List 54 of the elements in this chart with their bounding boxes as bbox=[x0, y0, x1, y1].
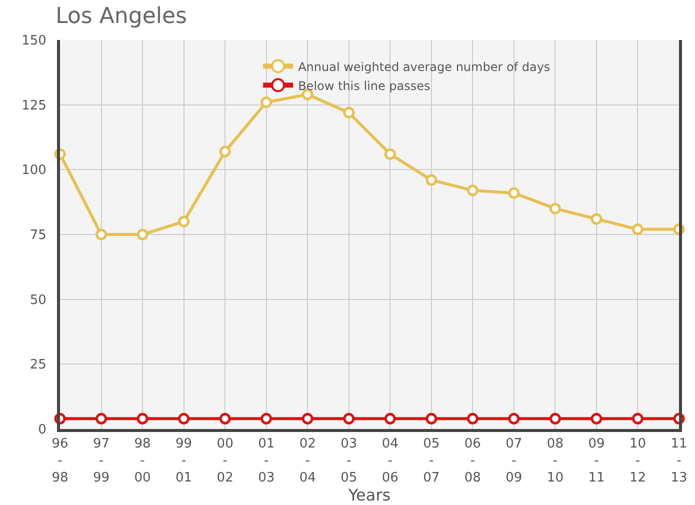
point bbox=[260, 96, 272, 108]
x-tick-label: 02 - 04 bbox=[299, 436, 316, 486]
point bbox=[343, 412, 355, 424]
point bbox=[590, 412, 602, 424]
point bbox=[260, 412, 272, 424]
point bbox=[590, 213, 602, 225]
point bbox=[96, 412, 108, 424]
point bbox=[549, 412, 561, 424]
point bbox=[136, 412, 148, 424]
legend-label: Annual weighted average number of days bbox=[298, 60, 550, 74]
point bbox=[426, 412, 438, 424]
y-tick-label: 50 bbox=[30, 292, 46, 308]
x-tick-label: 08 - 10 bbox=[546, 436, 564, 486]
y-tick-label: 25 bbox=[30, 358, 46, 373]
point bbox=[219, 146, 231, 158]
point bbox=[384, 148, 396, 160]
legend-label: Below this line passes bbox=[298, 78, 430, 93]
x-tick-label: 07 - 09 bbox=[506, 436, 522, 486]
y-tick-label: 100 bbox=[22, 163, 46, 178]
x-tick-label: 04 - 06 bbox=[382, 436, 398, 486]
point bbox=[508, 187, 520, 199]
x-tick-label: 05 - 07 bbox=[423, 436, 440, 486]
point bbox=[508, 412, 520, 424]
x-tick-label: 03 - 05 bbox=[340, 436, 358, 486]
point bbox=[136, 228, 148, 240]
x-tick-label: 01 - 03 bbox=[258, 436, 275, 486]
point bbox=[384, 412, 396, 424]
x-tick-label: 99 - 01 bbox=[176, 436, 192, 486]
x-tick-label: 10 - 12 bbox=[629, 436, 646, 486]
point bbox=[632, 224, 644, 236]
y-tick-label: 150 bbox=[22, 34, 46, 49]
x-tick-label: 06 - 08 bbox=[464, 436, 481, 486]
point bbox=[343, 106, 355, 118]
x-tick-label: 00 - 02 bbox=[216, 436, 234, 486]
x-tick-label: 96 - 98 bbox=[52, 436, 68, 486]
y-tick-label: 125 bbox=[22, 98, 46, 114]
point bbox=[426, 174, 438, 186]
x-tick-label: 98 - 00 bbox=[134, 436, 151, 486]
x-tick-label: 11 - 13 bbox=[670, 436, 688, 486]
x-tick-label: 97 - 99 bbox=[92, 436, 110, 486]
y-tick-label: 75 bbox=[30, 228, 46, 244]
point bbox=[549, 202, 561, 214]
point bbox=[96, 228, 108, 240]
point bbox=[302, 412, 314, 424]
point bbox=[178, 216, 190, 228]
point bbox=[466, 184, 478, 196]
point bbox=[219, 412, 231, 424]
point bbox=[466, 412, 478, 424]
x-tick-label: 09 - 11 bbox=[588, 436, 605, 486]
x-axis-title: Years bbox=[347, 485, 391, 504]
y-tick-label: 0 bbox=[38, 422, 46, 438]
chart-title: Los Angeles bbox=[56, 4, 187, 29]
point bbox=[178, 412, 190, 424]
point bbox=[632, 412, 644, 424]
